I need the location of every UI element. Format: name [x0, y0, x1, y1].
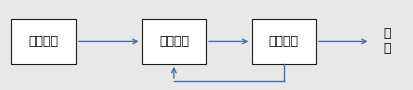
Text: 电机本体: 电机本体: [268, 35, 298, 48]
Text: 负
载: 负 载: [382, 27, 390, 55]
Bar: [141, 19, 205, 64]
Text: 电子线路: 电子线路: [159, 35, 188, 48]
Text: 直流电源: 直流电源: [28, 35, 58, 48]
Bar: [251, 19, 315, 64]
Bar: [11, 19, 75, 64]
